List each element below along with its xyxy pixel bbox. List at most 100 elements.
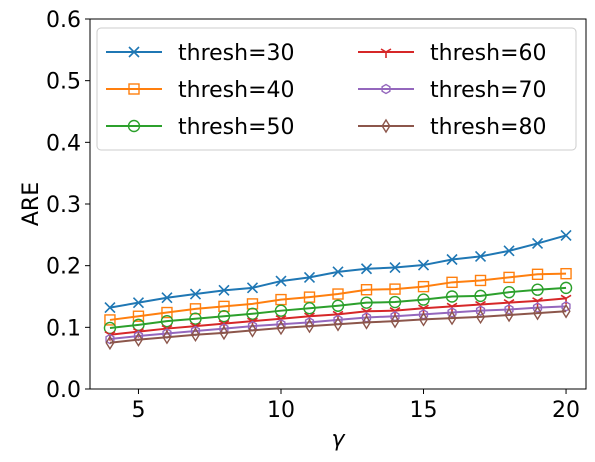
data-point xyxy=(474,250,487,262)
data-point xyxy=(276,320,286,336)
data-point xyxy=(104,302,116,314)
data-point xyxy=(475,309,486,325)
x-tick-label: 20 xyxy=(552,398,580,423)
data-point xyxy=(190,327,201,343)
data-point xyxy=(303,302,316,315)
legend-label: thresh=70 xyxy=(430,78,547,103)
x-tick-label: 15 xyxy=(410,398,438,423)
data-point xyxy=(502,285,516,299)
data-point xyxy=(561,301,571,312)
data-point xyxy=(446,276,458,289)
series-thresh=50 xyxy=(103,281,573,335)
data-point xyxy=(446,253,458,266)
data-point xyxy=(532,305,543,321)
y-tick-label: 0.4 xyxy=(46,131,81,156)
data-point xyxy=(217,310,231,323)
y-tick-label: 0.2 xyxy=(46,255,81,280)
data-point xyxy=(247,323,258,338)
data-point xyxy=(274,304,288,317)
legend-entry: thresh=80 xyxy=(358,115,547,140)
data-point xyxy=(132,318,145,332)
x-axis: 5 10 15 20 xyxy=(131,389,580,423)
data-point xyxy=(132,297,145,309)
y-tick-label: 0.3 xyxy=(46,193,81,218)
legend-marker xyxy=(128,46,140,58)
data-point xyxy=(504,304,514,315)
series-line xyxy=(109,286,567,329)
data-point xyxy=(531,237,544,250)
data-point xyxy=(360,263,373,275)
data-point xyxy=(503,271,515,284)
series-layer xyxy=(103,229,573,351)
data-point xyxy=(105,333,115,345)
series-thresh=80 xyxy=(105,303,571,351)
data-point xyxy=(447,310,457,326)
data-point xyxy=(303,271,316,283)
y-tick-label: 0.6 xyxy=(46,8,81,33)
x-tick-label: 5 xyxy=(131,398,145,423)
data-point xyxy=(160,314,174,328)
series-line xyxy=(109,272,567,321)
data-point xyxy=(503,245,515,257)
legend-label: thresh=80 xyxy=(430,115,547,140)
data-point xyxy=(133,332,144,347)
data-point xyxy=(246,307,259,320)
data-point xyxy=(331,299,345,312)
data-point xyxy=(162,329,172,345)
series-thresh=70 xyxy=(105,301,571,345)
data-point xyxy=(447,307,457,318)
legend-label: thresh=60 xyxy=(430,41,547,66)
data-point xyxy=(531,268,544,280)
data-point xyxy=(531,283,544,296)
data-point xyxy=(532,302,543,313)
data-point xyxy=(304,318,315,334)
legend-entry: thresh=50 xyxy=(106,115,295,140)
data-point xyxy=(161,292,173,304)
legend-marker xyxy=(380,48,392,58)
legend-label: thresh=30 xyxy=(178,41,295,66)
x-axis-title: γ xyxy=(331,427,345,452)
data-point xyxy=(417,293,430,306)
data-point xyxy=(560,294,572,305)
series-line xyxy=(109,310,567,344)
data-point xyxy=(559,281,573,295)
data-point xyxy=(504,307,514,323)
data-point xyxy=(417,280,430,293)
y-tick-label: 0.1 xyxy=(46,316,81,341)
data-point xyxy=(389,283,401,295)
legend-box xyxy=(96,27,577,151)
legend: thresh=30 thresh=40 thresh=50 thresh=60 thre… xyxy=(96,27,577,151)
data-point xyxy=(475,305,486,316)
y-tick-label: 0.5 xyxy=(46,70,81,95)
data-point xyxy=(275,275,287,287)
legend-marker xyxy=(127,119,141,133)
y-tick-label: 0.0 xyxy=(46,378,81,403)
data-point xyxy=(333,316,343,332)
data-point xyxy=(332,266,344,278)
data-point xyxy=(104,314,116,326)
data-point xyxy=(418,311,429,327)
data-point xyxy=(474,274,487,287)
legend-marker xyxy=(128,83,140,95)
data-point xyxy=(103,321,117,335)
series-thresh=30 xyxy=(104,229,572,314)
y-axis-title: ARE xyxy=(19,182,44,226)
y-axis: 0.0 0.1 0.2 0.3 0.4 0.5 0.6 xyxy=(46,8,90,403)
legend-marker xyxy=(381,83,391,95)
data-point xyxy=(361,315,372,330)
data-point xyxy=(132,310,145,322)
legend-label: thresh=50 xyxy=(178,115,295,140)
legend-entry: thresh=60 xyxy=(358,41,547,66)
data-point xyxy=(189,312,202,325)
data-point xyxy=(474,289,487,303)
legend-entry: thresh=30 xyxy=(106,41,295,66)
legend-marker xyxy=(381,118,391,134)
data-point xyxy=(332,288,344,300)
data-point xyxy=(360,296,373,309)
data-point xyxy=(560,229,572,242)
data-point xyxy=(561,303,571,319)
series-thresh=60 xyxy=(104,294,572,341)
data-point xyxy=(388,295,402,309)
data-point xyxy=(560,267,572,280)
data-point xyxy=(246,282,259,294)
